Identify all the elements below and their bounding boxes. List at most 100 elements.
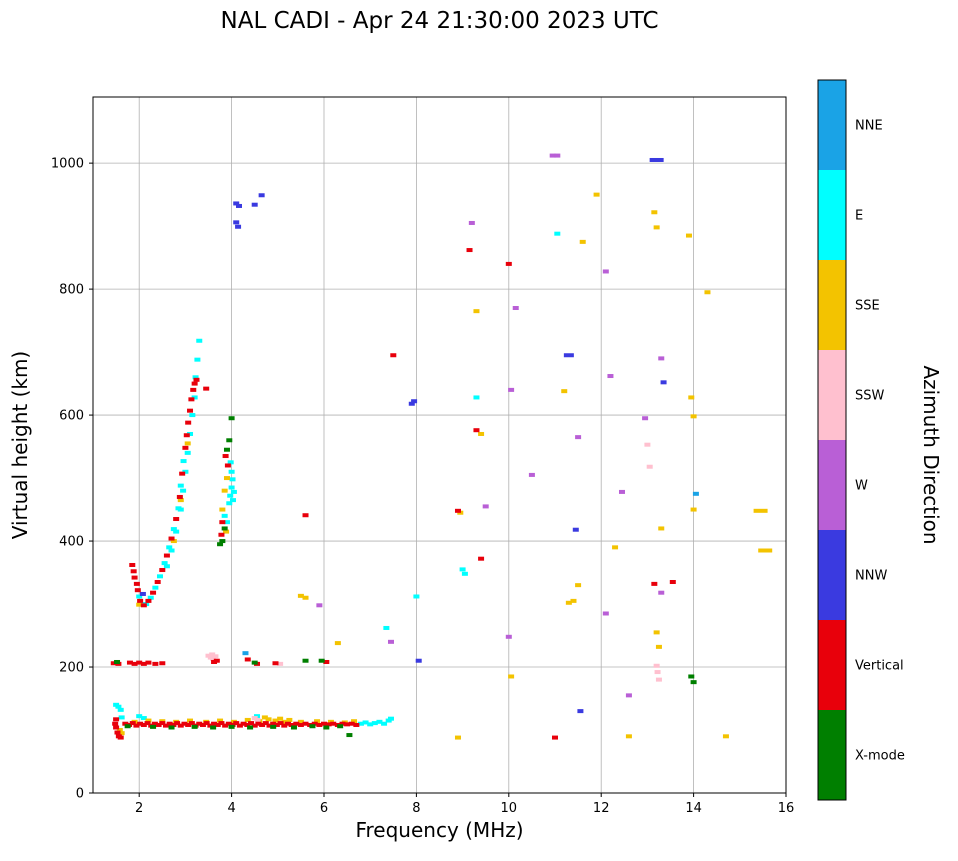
y-tick-label: 200 (59, 661, 84, 676)
data-point (651, 210, 658, 215)
data-point (704, 290, 711, 295)
data-point (179, 471, 186, 476)
data-point (228, 416, 235, 421)
data-point (144, 721, 151, 726)
colorbar-label-NNE: NNE (855, 119, 883, 134)
y-axis-label: Virtual height (km) (8, 350, 32, 540)
data-point (177, 498, 184, 503)
data-point (188, 721, 195, 726)
data-point (217, 718, 224, 723)
data-point (302, 513, 309, 518)
data-point (185, 722, 192, 727)
data-point (229, 477, 236, 482)
data-point (190, 387, 197, 392)
data-point (210, 725, 217, 730)
data-point (117, 735, 124, 740)
data-point (174, 721, 181, 726)
colorbar-segment-NNE (818, 80, 846, 170)
data-point (270, 724, 277, 729)
data-point (690, 414, 697, 419)
data-point (136, 594, 143, 599)
data-point (240, 721, 247, 726)
data-point (346, 733, 353, 738)
data-point (194, 357, 201, 362)
data-point (177, 723, 184, 728)
data-point (227, 493, 234, 498)
data-point (223, 447, 230, 452)
data-point (254, 717, 261, 722)
data-point (229, 498, 236, 503)
data-point (228, 724, 235, 729)
data-point (367, 722, 374, 727)
data-point (222, 454, 229, 459)
data-point (163, 553, 170, 558)
colorbar-segment-W (818, 440, 846, 530)
data-point (625, 734, 632, 739)
data-point (658, 526, 665, 531)
x-tick-label: 8 (412, 801, 420, 816)
data-point (265, 717, 272, 722)
data-point (192, 375, 199, 380)
y-tick-label: 400 (59, 535, 84, 550)
data-point (219, 539, 226, 544)
data-point (508, 387, 515, 392)
data-point (185, 420, 192, 425)
data-point (625, 693, 632, 698)
data-point (316, 603, 323, 608)
data-point (196, 338, 203, 343)
data-point (612, 545, 619, 550)
data-point (272, 718, 279, 723)
data-point (227, 460, 234, 465)
data-point (376, 719, 383, 724)
data-point (690, 507, 697, 512)
data-point (118, 731, 125, 736)
data-point (512, 306, 519, 311)
data-point (210, 656, 217, 661)
data-point (288, 722, 295, 727)
data-point (150, 590, 157, 595)
data-point (281, 719, 288, 724)
colorbar-frame (817, 79, 847, 801)
data-point (297, 722, 304, 727)
data-point (159, 568, 166, 573)
data-point (118, 715, 125, 720)
data-point (337, 724, 344, 729)
data-point (323, 659, 330, 664)
data-point (281, 723, 288, 728)
scatter-series-X-mode (114, 416, 697, 738)
x-tick-label: 16 (778, 801, 795, 816)
data-point (199, 722, 206, 727)
data-point (173, 517, 180, 522)
colorbar-segment-X-mode (818, 710, 846, 800)
data-point (129, 562, 136, 567)
data-point (113, 725, 120, 730)
data-point (415, 658, 422, 663)
data-point (233, 721, 240, 726)
data-point (413, 594, 420, 599)
data-point (136, 602, 143, 607)
data-point (459, 567, 466, 572)
chart-title: NAL CADI - Apr 24 21:30:00 2023 UTC (220, 8, 659, 34)
data-point (468, 220, 475, 225)
data-point (230, 489, 237, 494)
data-point (655, 677, 662, 682)
data-point (182, 469, 189, 474)
data-point (233, 220, 240, 225)
data-point (244, 722, 251, 727)
data-point (362, 720, 369, 725)
data-point (213, 658, 220, 663)
data-point (644, 442, 651, 447)
data-point (277, 716, 284, 721)
data-point (242, 651, 249, 656)
data-point (110, 661, 117, 666)
colorbar-segment-SSE (818, 260, 846, 350)
data-point (653, 630, 660, 635)
data-point (508, 674, 515, 679)
data-point (357, 721, 364, 726)
data-point (248, 721, 255, 726)
data-point (387, 639, 394, 644)
data-point (187, 408, 194, 413)
data-point (212, 654, 219, 659)
data-point (177, 483, 184, 488)
data-point (297, 593, 304, 598)
